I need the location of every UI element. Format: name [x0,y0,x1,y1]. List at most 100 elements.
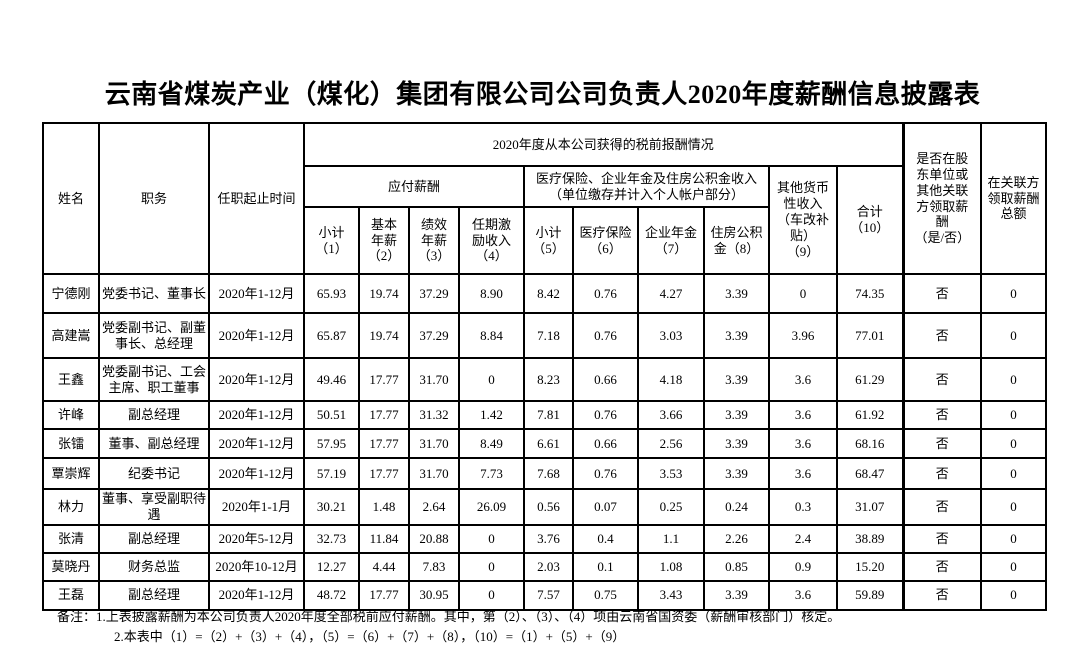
cell-term: 2020年1-12月 [208,579,305,611]
cell-related-party-total: 0 [980,523,1048,554]
cell-position: 纪委书记 [98,457,210,490]
cell-total: 59.89 [835,579,905,611]
cell-related-party-flag: 否 [901,579,983,611]
cell-medical-insurance: 0.76 [572,400,639,430]
col-header-insurance-group: 医疗保险、企业年金及住房公积金收入（单位缴存并计入个人帐户部分） [523,165,770,208]
cell-housing-fund: 0.85 [703,551,770,582]
cell-performance-salary: 31.70 [408,357,460,402]
cell-position: 董事、享受副职待遇 [98,488,210,526]
cell-name: 覃崇辉 [42,457,100,490]
cell-medical-insurance: 0.76 [572,312,639,359]
cell-performance-salary: 31.70 [408,457,460,490]
table-row: 王磊 副总经理 2020年1-12月 48.72 17.77 30.95 0 7.57 0.75… [42,579,1048,611]
cell-subtotal-1: 12.27 [303,551,360,582]
cell-housing-fund: 2.26 [703,523,770,554]
cell-term: 2020年1-12月 [208,457,305,490]
cell-base-salary: 19.74 [358,312,410,359]
cell-subtotal-1: 65.93 [303,273,360,314]
cell-related-party-flag: 否 [901,357,983,402]
col-header-performance-salary: 绩效 年薪 （3） [408,206,460,275]
cell-enterprise-annuity: 3.43 [637,579,705,611]
cell-other-income: 3.6 [768,457,838,490]
cell-term-incentive: 0 [458,357,525,402]
cell-term-incentive: 26.09 [458,488,525,526]
table-row: 许峰 副总经理 2020年1-12月 50.51 17.77 31.32 1.42 7.81 0… [42,400,1048,430]
cell-medical-insurance: 0.66 [572,428,639,459]
cell-subtotal-5: 2.03 [523,551,574,582]
cell-subtotal-5: 7.57 [523,579,574,611]
cell-performance-salary: 37.29 [408,273,460,314]
footnotes: 备注：1.上表披露薪酬为本公司负责人2020年度全部税前应付薪酬。其中，第（2）… [57,607,1057,647]
cell-name: 张镭 [42,428,100,459]
col-header-term: 任职起止时间 [208,122,305,275]
col-header-base-salary: 基本 年薪 （2） [358,206,410,275]
cell-base-salary: 1.48 [358,488,410,526]
cell-subtotal-1: 48.72 [303,579,360,611]
cell-term: 2020年10-12月 [208,551,305,582]
cell-term-incentive: 1.42 [458,400,525,430]
cell-total: 68.47 [835,457,905,490]
header-row-1: 姓名 职务 任职起止时间 2020年度从本公司获得的税前报酬情况 是否在股 东单… [42,122,1048,275]
cell-performance-salary: 2.64 [408,488,460,526]
cell-base-salary: 17.77 [358,428,410,459]
col-header-medical-insurance: 医疗保险 （6） [572,206,639,275]
cell-total: 68.16 [835,428,905,459]
cell-base-salary: 17.77 [358,357,410,402]
cell-related-party-flag: 否 [901,400,983,430]
footnote-1: 备注：1.上表披露薪酬为本公司负责人2020年度全部税前应付薪酬。其中，第（2）… [57,609,841,624]
cell-related-party-flag: 否 [901,428,983,459]
cell-medical-insurance: 0.07 [572,488,639,526]
cell-name: 许峰 [42,400,100,430]
cell-base-salary: 17.77 [358,457,410,490]
cell-related-party-total: 0 [980,551,1048,582]
cell-enterprise-annuity: 0.25 [637,488,705,526]
cell-name: 宁德刚 [42,273,100,314]
cell-total: 74.35 [835,273,905,314]
cell-position: 副总经理 [98,400,210,430]
cell-related-party-total: 0 [980,357,1048,402]
cell-other-income: 3.6 [768,579,838,611]
table-row: 莫晓丹 财务总监 2020年10-12月 12.27 4.44 7.83 0 2.03 0.1 1… [42,551,1048,582]
table-row: 张清 副总经理 2020年5-12月 32.73 11.84 20.88 0 3.76 0.4 1… [42,523,1048,554]
cell-position: 党委书记、董事长 [98,273,210,314]
cell-related-party-flag: 否 [901,273,983,314]
col-header-name: 姓名 [42,122,100,275]
header-row-2: 应付薪酬 医疗保险、企业年金及住房公积金收入（单位缴存并计入个人帐户部分） 其他… [43,165,1046,275]
cell-other-income: 2.4 [768,523,838,554]
cell-related-party-flag: 否 [901,551,983,582]
table-row: 王鑫 党委副书记、工会主席、职工董事 2020年1-12月 49.46 17.77 31.… [42,357,1048,402]
cell-subtotal-5: 3.76 [523,523,574,554]
cell-other-income: 3.6 [768,400,838,430]
cell-position: 副总经理 [98,523,210,554]
col-header-related-party-total: 在关联方 领取薪酬 总额 [980,122,1048,275]
cell-enterprise-annuity: 1.1 [637,523,705,554]
cell-term: 2020年1-12月 [208,428,305,459]
cell-medical-insurance: 0.4 [572,523,639,554]
cell-housing-fund: 0.24 [703,488,770,526]
cell-base-salary: 11.84 [358,523,410,554]
cell-total: 61.29 [835,357,905,402]
cell-enterprise-annuity: 2.56 [637,428,705,459]
cell-term-incentive: 0 [458,579,525,611]
cell-name: 高建嵩 [42,312,100,359]
cell-performance-salary: 20.88 [408,523,460,554]
cell-housing-fund: 3.39 [703,357,770,402]
cell-housing-fund: 3.39 [703,273,770,314]
cell-related-party-flag: 否 [901,457,983,490]
table-row: 宁德刚 党委书记、董事长 2020年1-12月 65.93 19.74 37.29 8.90… [42,273,1048,314]
cell-other-income: 0.9 [768,551,838,582]
cell-related-party-flag: 否 [901,523,983,554]
cell-total: 15.20 [835,551,905,582]
cell-housing-fund: 3.39 [703,428,770,459]
cell-subtotal-1: 32.73 [303,523,360,554]
col-header-subtotal-5: 小计 （5） [523,206,574,275]
cell-related-party-flag: 否 [901,488,983,526]
cell-term: 2020年1-12月 [208,312,305,359]
cell-term: 2020年5-12月 [208,523,305,554]
page-title: 云南省煤炭产业（煤化）集团有限公司公司负责人2020年度薪酬信息披露表 [104,80,981,109]
cell-subtotal-1: 57.95 [303,428,360,459]
cell-base-salary: 17.77 [358,579,410,611]
cell-housing-fund: 3.39 [703,579,770,611]
cell-housing-fund: 3.39 [703,312,770,359]
